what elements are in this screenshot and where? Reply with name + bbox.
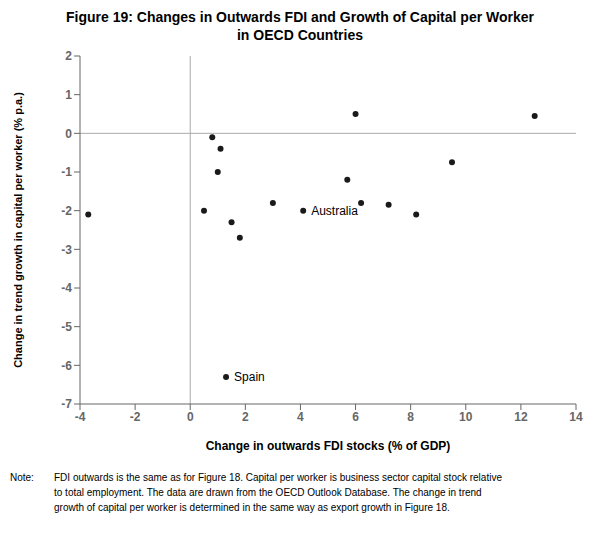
html-text:Figure 19: Changes in Outwards: Figure 19: Changes in Outwards FDI and G… [66,9,534,25]
svg-text:1: 1 [65,88,72,102]
svg-text:-4: -4 [61,281,72,295]
html-text:growth of capital per worker i: growth of capital per worker is determin… [54,502,450,513]
svg-text:-1: -1 [61,165,72,179]
svg-text:-6: -6 [61,359,72,373]
svg-text:6: 6 [352,410,359,424]
svg-text:Change in trend growth in capi: Change in trend growth in capital per wo… [12,92,24,368]
html-text:to total employment. The data: to total employment. The data are drawn … [54,487,482,498]
svg-text:8: 8 [407,410,414,424]
html-text:Note:: Note: [10,472,34,483]
svg-text:12: 12 [514,410,528,424]
svg-text:4: 4 [297,410,304,424]
svg-text:Spain: Spain [234,370,265,384]
svg-text:-2: -2 [130,410,141,424]
svg-text:2: 2 [242,410,249,424]
svg-text:-4: -4 [75,410,86,424]
svg-text:Australia: Australia [311,204,358,218]
svg-text:2: 2 [65,49,72,63]
svg-text:-2: -2 [61,204,72,218]
html-text:FDI outwards is the same as fo: FDI outwards is the same as for Figure 1… [54,472,502,483]
svg-text:-3: -3 [61,243,72,257]
svg-text:0: 0 [187,410,194,424]
svg-text:-7: -7 [61,397,72,411]
svg-text:10: 10 [459,410,473,424]
svg-text:Change in outwards FDI stocks: Change in outwards FDI stocks (% of GDP) [206,439,451,453]
svg-text:14: 14 [569,410,583,424]
svg-text:-5: -5 [61,320,72,334]
svg-text:0: 0 [65,127,72,141]
html-text:in OECD Countries: in OECD Countries [237,27,363,43]
